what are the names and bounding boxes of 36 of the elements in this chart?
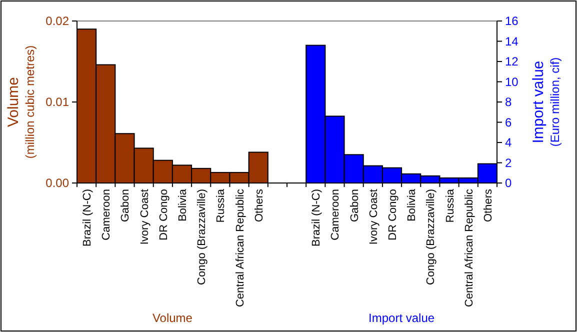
- x-tick-label: Central African Republic: [234, 188, 246, 308]
- x-tick-label: Bolivia: [406, 188, 418, 222]
- y2-tick-label: 12: [505, 54, 519, 69]
- y-tick-label: 0.01: [46, 95, 70, 110]
- x-tick-label: Congo (Brazzaville): [425, 189, 438, 285]
- x-tick-label: DR Congo: [387, 189, 399, 240]
- x-tick-label: Others: [253, 188, 266, 222]
- y2-axis-title: Import value (Euro million, cif): [530, 57, 562, 147]
- x-tick-label: Cameroon: [100, 189, 113, 240]
- x-tick-label: Central African Republic: [463, 188, 476, 308]
- x-tick-label: Russia: [215, 188, 228, 223]
- x-tick-label: Ivory Coast: [138, 189, 151, 245]
- y2-tick-label: 4: [505, 136, 512, 150]
- y2-tick-label: 14: [505, 34, 519, 48]
- x-tick-label: Brazil (N-C): [310, 189, 323, 246]
- x-tick-label: Congo (Brazzaville): [196, 189, 208, 285]
- y2-tick-label: 2: [505, 156, 512, 170]
- y-tick-label: 0.00: [46, 176, 70, 190]
- y-axis-title: Volume (million cubic metres): [5, 45, 37, 159]
- x-tick-label: Ivory Coast: [368, 189, 380, 245]
- x-tick-label: Gabon: [120, 189, 132, 222]
- x-tick-label: Russia: [444, 188, 456, 223]
- x-tick-label: DR Congo: [158, 189, 170, 240]
- text: Volume: [152, 311, 193, 325]
- text: Import value: [368, 311, 435, 325]
- x-tick-label: Brazil (N-C): [82, 189, 94, 246]
- x-tick-label: Bolivia: [177, 188, 189, 222]
- y2-tick-label: 6: [505, 115, 512, 130]
- y-tick-label: 0.02: [46, 14, 70, 28]
- y2-tick-label: 16: [505, 14, 519, 28]
- y2-tick-label: 10: [505, 74, 519, 89]
- x-tick-label: Cameroon: [330, 189, 342, 240]
- y2-tick-label: 0: [505, 176, 512, 190]
- x-tick-label: Others: [482, 188, 494, 222]
- x-tick-label: Gabon: [348, 189, 361, 222]
- y2-tick-label: 8: [505, 95, 512, 110]
